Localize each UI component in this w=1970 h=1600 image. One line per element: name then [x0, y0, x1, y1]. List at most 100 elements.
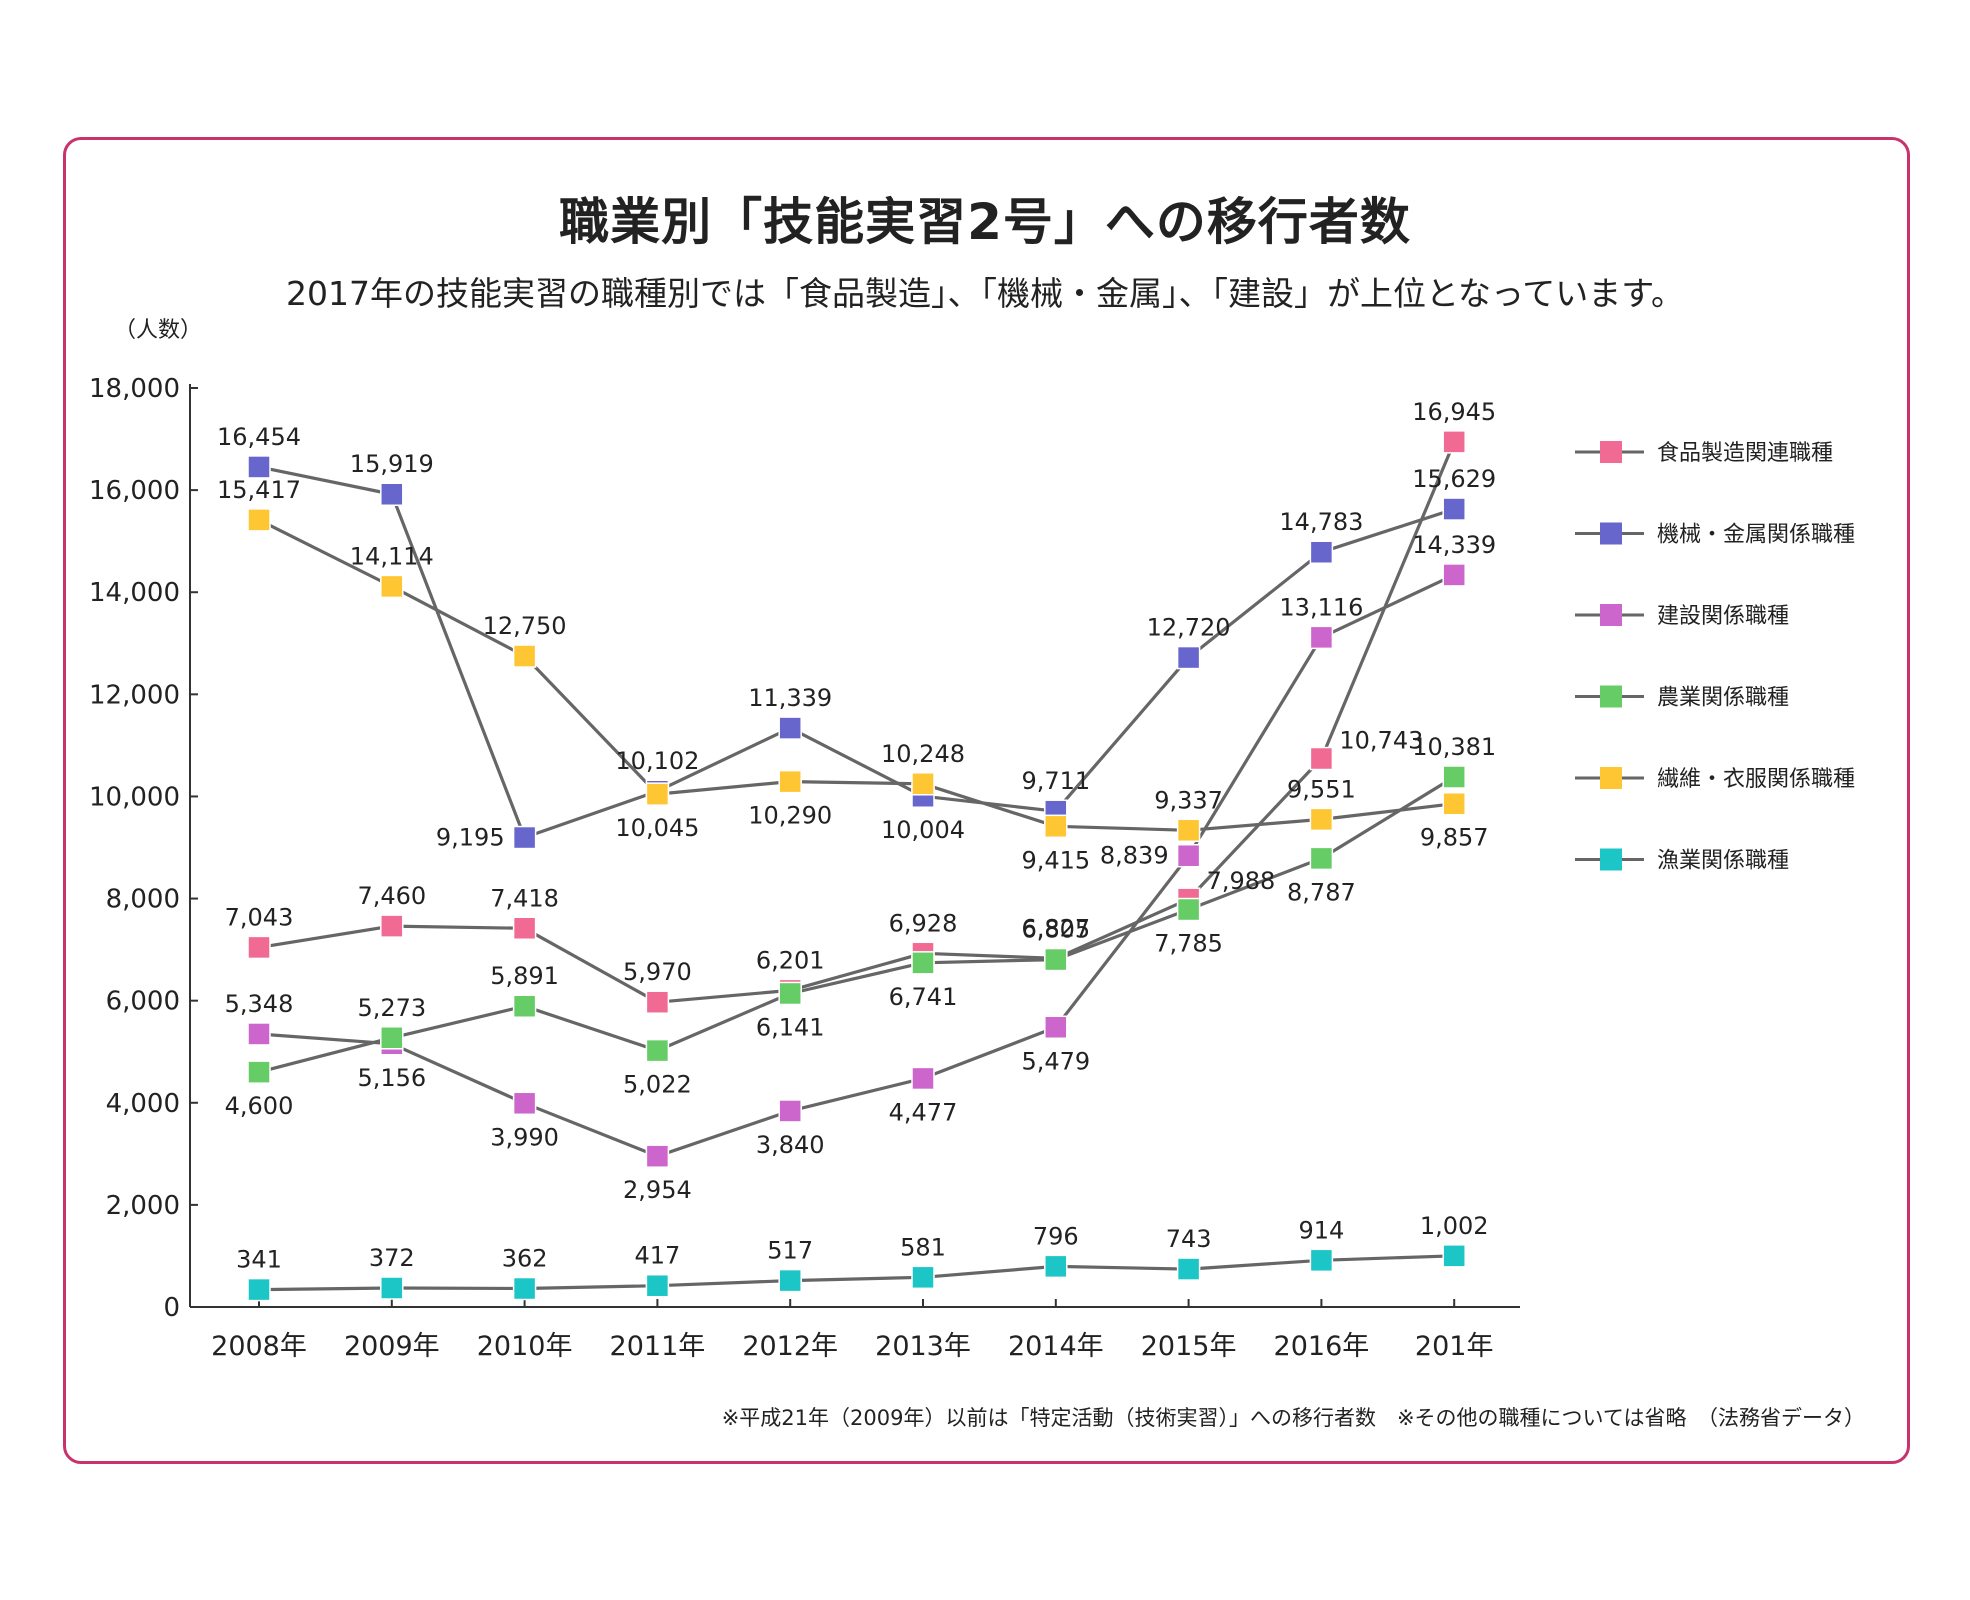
legend-swatch: [1600, 767, 1622, 789]
data-point: [1176, 897, 1201, 922]
data-point: [512, 644, 537, 668]
legend-label: 繊維・衣服関係職種: [1657, 767, 1855, 792]
data-point: [1309, 1248, 1334, 1273]
data-label: 417: [634, 1242, 680, 1270]
data-label: 9,337: [1154, 786, 1223, 814]
data-label: 5,273: [357, 994, 426, 1022]
data-point: [512, 994, 537, 1018]
data-point: [1176, 645, 1201, 670]
data-labels: 7,043 7,460 7,418 5,970 6,201 6,928 6,827 7,988…: [217, 398, 1496, 1274]
legend-label: 食品製造関連職種: [1657, 441, 1833, 466]
data-point: [1442, 765, 1466, 789]
data-label: 6,827: [1021, 914, 1090, 942]
data-label: 341: [236, 1246, 282, 1274]
data-label: 13,116: [1279, 593, 1363, 621]
x-tick-label: 2014年: [1008, 1331, 1104, 1362]
data-label: 7,460: [357, 882, 426, 910]
data-label: 16,454: [217, 423, 301, 451]
data-point: [778, 1268, 802, 1293]
data-label: 362: [502, 1245, 548, 1273]
data-point: [1442, 497, 1466, 521]
y-tick-label: 0: [163, 1293, 180, 1323]
data-point: [1442, 430, 1466, 454]
data-label: 14,339: [1412, 531, 1496, 559]
data-label: 3,840: [756, 1131, 825, 1159]
footnote: ※平成21年（2009年）以前は「特定活動（技術実習）」への移行者数 ※その他の…: [721, 1406, 1865, 1430]
legend-label: 建設関係職種: [1657, 604, 1789, 629]
data-label: 10,102: [615, 747, 699, 775]
data-label: 372: [369, 1244, 415, 1272]
data-label: 9,551: [1287, 775, 1356, 803]
y-tick-label: 4,000: [106, 1089, 180, 1119]
data-label: 6,201: [756, 946, 825, 974]
data-point: [380, 1026, 404, 1050]
data-label: 12,750: [483, 612, 567, 640]
data-point: [778, 769, 802, 794]
data-point: [1044, 1254, 1068, 1279]
x-tick-label: 2016年: [1274, 1331, 1370, 1362]
data-point: [512, 1276, 537, 1301]
data-point: [512, 916, 537, 941]
legend-label: 機械・金属関係職種: [1657, 523, 1855, 548]
data-point: [1044, 947, 1068, 972]
data-point: [911, 1066, 935, 1091]
data-point: [380, 914, 404, 938]
data-label: 8,787: [1287, 878, 1356, 906]
x-tick-label: 2010年: [477, 1331, 573, 1362]
data-point: [1309, 846, 1334, 871]
data-label: 517: [767, 1237, 813, 1265]
data-label: 6,805: [1021, 916, 1090, 944]
data-label: 15,919: [350, 450, 434, 478]
data-point: [778, 1099, 802, 1123]
x-tick-label: 2008年: [211, 1331, 307, 1362]
data-point: [1442, 791, 1466, 816]
data-point: [1176, 843, 1201, 868]
data-label: 9,711: [1021, 767, 1090, 795]
data-label: 10,743: [1339, 727, 1423, 755]
data-label: 1,002: [1420, 1212, 1489, 1240]
data-label: 9,195: [436, 824, 505, 852]
series-line: [258, 441, 1456, 1004]
data-point: [512, 825, 537, 850]
data-point: [911, 772, 935, 796]
series-lines: [258, 441, 1456, 1292]
data-label: 5,891: [490, 962, 559, 990]
data-point: [380, 1276, 404, 1300]
data-point: [1309, 540, 1334, 564]
data-label: 796: [1033, 1222, 1079, 1250]
data-label: 4,600: [225, 1092, 294, 1120]
x-tick-label: 2011年: [610, 1331, 706, 1362]
y-tick-label: 6,000: [106, 987, 180, 1017]
data-label: 5,970: [623, 958, 692, 986]
data-label: 16,945: [1412, 398, 1496, 426]
data-label: 7,418: [490, 884, 559, 912]
axes: 0 2,000 4,000 6,000 8,000 10,000 12,000 14,000 1…: [89, 374, 1520, 1362]
x-tick-label: 2009年: [344, 1331, 440, 1362]
data-point: [645, 782, 670, 806]
data-label: 15,629: [1412, 465, 1496, 493]
data-point: [380, 574, 404, 599]
data-label: 5,348: [225, 990, 294, 1018]
data-label: 10,248: [881, 740, 965, 768]
data-label: 7,988: [1207, 867, 1276, 895]
chart-title: 職業別「技能実習2号」への移行者数: [559, 193, 1411, 251]
data-point: [645, 1273, 670, 1298]
data-label: 8,839: [1100, 842, 1169, 870]
series-line: [258, 775, 1456, 1074]
data-point: [1442, 563, 1466, 587]
legend-swatch: [1600, 848, 1622, 871]
data-label: 11,339: [748, 684, 832, 712]
data-point: [645, 990, 670, 1014]
data-label: 10,004: [881, 816, 965, 844]
data-point: [247, 1060, 271, 1084]
legend: 食品製造関連職種機械・金属関係職種建設関係職種農業関係職種繊維・衣服関係職種漁業…: [1575, 441, 1855, 874]
data-label: 6,141: [756, 1013, 825, 1041]
legend-swatch: [1600, 685, 1622, 708]
data-label: 10,045: [615, 814, 699, 842]
data-label: 5,479: [1021, 1047, 1090, 1075]
data-point: [645, 1038, 670, 1063]
data-label: 10,290: [748, 802, 832, 830]
data-point: [778, 716, 802, 740]
data-label: 10,381: [1412, 733, 1496, 761]
y-tick-label: 8,000: [106, 885, 180, 915]
